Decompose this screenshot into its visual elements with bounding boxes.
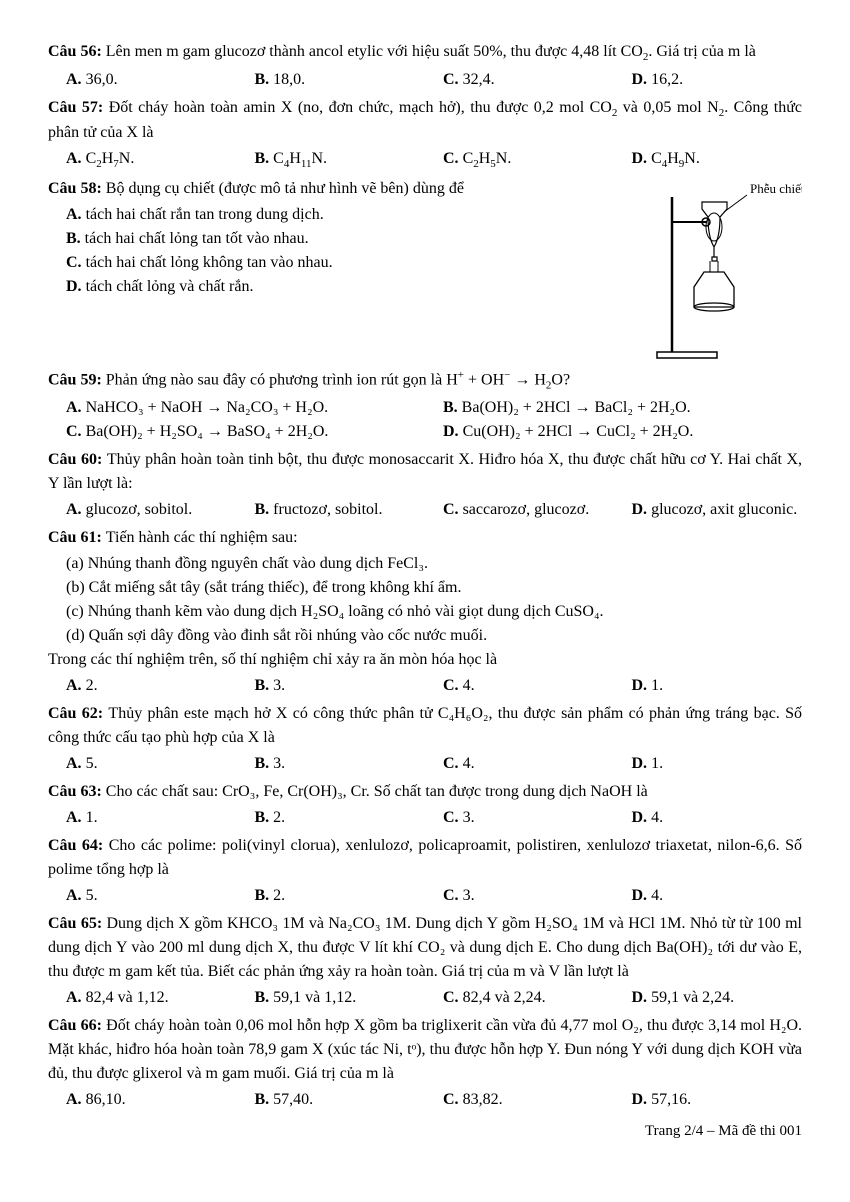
- question-63: Câu 63: Cho các chất sau: CrO₃, Fe, Cr(O…: [48, 780, 802, 804]
- q58-opt-d: D. tách chất lỏng và chất rắn.: [48, 275, 632, 299]
- q58-opt-b: B. tách hai chất lỏng tan tốt vào nhau.: [48, 227, 632, 251]
- question-57: Câu 57: Đốt cháy hoàn toàn amin X (no, đ…: [48, 96, 802, 146]
- page-footer: Trang 2/4 – Mã đề thi 001: [48, 1120, 802, 1143]
- svg-text:Phễu chiết: Phễu chiết: [750, 181, 802, 196]
- separating-funnel-figure: Phễu chiết: [632, 177, 802, 367]
- q64-options: A. 5. B. 2. C. 3. D. 4.: [48, 884, 802, 908]
- q62-options: A. 5. B. 3. C. 4. D. 1.: [48, 752, 802, 776]
- q58-opt-c: C. tách hai chất lỏng không tan vào nhau…: [48, 251, 632, 275]
- question-59: Câu 59: Phản ứng nào sau đây có phương t…: [48, 367, 802, 394]
- q63-options: A. 1. B. 2. C. 3. D. 4.: [48, 806, 802, 830]
- q66-options: A. 86,10. B. 57,40. C. 83,82. D. 57,16.: [48, 1088, 802, 1112]
- question-66: Câu 66: Đốt cháy hoàn toàn 0,06 mol hỗn …: [48, 1014, 802, 1086]
- q61-sub-b: (b) Cắt miếng sắt tây (sắt tráng thiếc),…: [48, 576, 802, 600]
- q59-options: A. NaHCO₃ + NaOH → Na₂CO₃ + H₂O. B. Ba(O…: [48, 396, 802, 444]
- q57-options: A. C2H7N. B. C4H11N. C. C2H5N. D. C4H9N.: [48, 147, 802, 173]
- q61-prompt2: Trong các thí nghiệm trên, số thí nghiệm…: [48, 648, 802, 672]
- question-60: Câu 60: Thủy phân hoàn toàn tinh bột, th…: [48, 448, 802, 496]
- question-58: Câu 58: Bộ dụng cụ chiết (được mô tả như…: [48, 177, 632, 201]
- question-61: Câu 61: Tiến hành các thí nghiệm sau:: [48, 526, 802, 550]
- question-56: Câu 56: Lên men m gam glucozơ thành anco…: [48, 40, 802, 66]
- q61-sub-a: (a) Nhúng thanh đồng nguyên chất vào dun…: [48, 552, 802, 576]
- question-62: Câu 62: Thủy phân este mạch hở X có công…: [48, 702, 802, 750]
- q61-sub-c: (c) Nhúng thanh kẽm vào dung dịch H₂SO₄ …: [48, 600, 802, 624]
- q65-options: A. 82,4 và 1,12. B. 59,1 và 1,12. C. 82,…: [48, 986, 802, 1010]
- q61-options: A. 2. B. 3. C. 4. D. 1.: [48, 674, 802, 698]
- q56-options: A. 36,0. B. 18,0. C. 32,4. D. 16,2.: [48, 68, 802, 92]
- q60-options: A. glucozơ, sobitol. B. fructozơ, sobito…: [48, 498, 802, 522]
- q61-sub-d: (d) Quấn sợi dây đồng vào đinh sắt rồi n…: [48, 624, 802, 648]
- question-65: Câu 65: Dung dịch X gồm KHCO₃ 1M và Na₂C…: [48, 912, 802, 984]
- q58-opt-a: A. tách hai chất rắn tan trong dung dịch…: [48, 203, 632, 227]
- question-64: Câu 64: Cho các polime: poli(vinyl cloru…: [48, 834, 802, 882]
